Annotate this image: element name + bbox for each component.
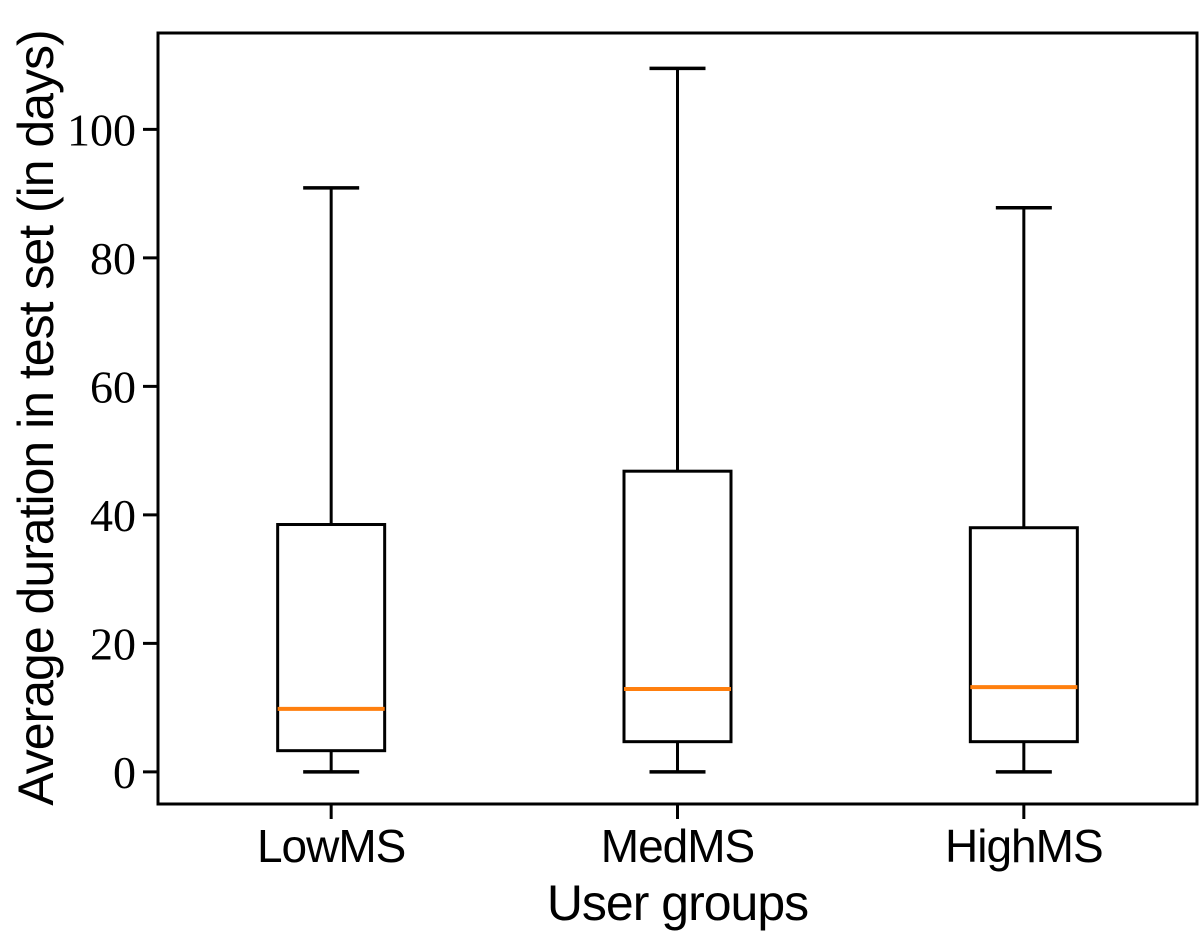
y-tick-label-20: 20 <box>90 618 136 669</box>
x-tick-label-lowms: LowMS <box>257 820 405 872</box>
y-axis-title: Average duration in test set (in days) <box>8 30 64 806</box>
plot-frame <box>156 31 1199 806</box>
x-axis-title: User groups <box>546 875 809 931</box>
y-tick-label-40: 40 <box>90 490 136 541</box>
y-tick-label-0: 0 <box>113 747 136 798</box>
x-tick-label-highms: HighMS <box>945 820 1103 872</box>
iqr-box-medms <box>622 469 733 744</box>
y-tick-label-80: 80 <box>90 233 136 284</box>
iqr-box-lowms <box>276 523 387 753</box>
y-tick-label-60: 60 <box>90 361 136 412</box>
x-tick-label-medms: MedMS <box>601 820 754 872</box>
y-tick-label-100: 100 <box>67 104 136 155</box>
iqr-box-highms <box>968 526 1079 744</box>
